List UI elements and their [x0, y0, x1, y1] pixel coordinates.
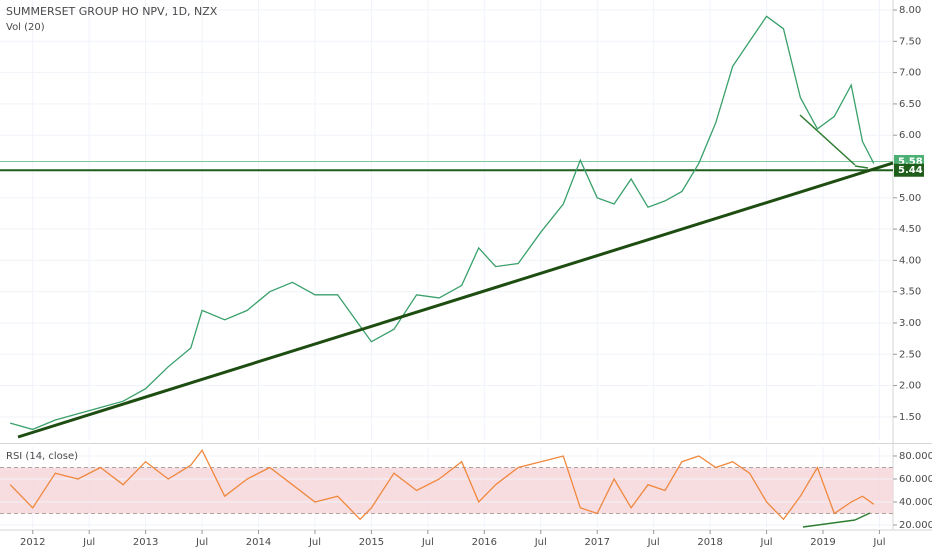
y-tick-label: 7.00	[899, 68, 921, 79]
y-tick-label: 6.00	[899, 130, 921, 141]
x-tick-label: 2018	[697, 537, 722, 548]
series-line	[9, 448, 875, 521]
price-tag-label: 5.44	[898, 165, 923, 176]
x-tick-label: Jul	[421, 537, 434, 548]
y-tick-label: 20.0000	[899, 520, 932, 531]
x-tick-label: Jul	[534, 537, 547, 548]
y-tick-label: 4.50	[899, 224, 921, 235]
rsi-divergence-line	[802, 519, 856, 528]
x-tick-label: Jul	[647, 537, 660, 548]
x-tick-label: 2013	[133, 537, 158, 548]
chart-title: SUMMERSET GROUP HO NPV, 1D, NZX	[6, 5, 218, 18]
y-tick-label: 60.0000	[899, 474, 932, 485]
x-tick-label: Jul	[308, 537, 321, 548]
y-tick-label: 1.50	[899, 412, 921, 423]
x-tick-label: 2012	[20, 537, 45, 548]
y-tick-label: 2.50	[899, 349, 921, 360]
rsi-divergence-line	[854, 512, 871, 521]
x-tick-label: 2019	[810, 537, 835, 548]
x-tick-label: 2017	[584, 537, 609, 548]
y-tick-label: 4.00	[899, 255, 921, 266]
x-tick-label: Jul	[872, 537, 885, 548]
y-tick-label: 3.00	[899, 318, 921, 329]
y-tick-label: 6.50	[899, 99, 921, 110]
series-line	[10, 15, 875, 431]
y-tick-label: 8.00	[899, 5, 921, 16]
x-tick-label: 2015	[359, 537, 384, 548]
divergence-line	[799, 114, 856, 166]
y-tick-label: 80.0000	[899, 451, 932, 462]
y-tick-label: 3.50	[899, 287, 921, 298]
rsi-band	[0, 467, 893, 514]
y-tick-label: 5.00	[899, 193, 921, 204]
y-tick-label: 40.0000	[899, 497, 932, 508]
x-tick-label: 2014	[246, 537, 271, 548]
price-tag-label: 5.58	[898, 156, 923, 167]
rsi-title: RSI (14, close)	[6, 451, 78, 462]
trend-line	[17, 161, 894, 439]
price-tag	[894, 163, 924, 177]
volume-label: Vol (20)	[6, 22, 45, 33]
divergence-line	[854, 165, 869, 169]
y-tick-label: 7.50	[899, 36, 921, 47]
x-tick-label: 2016	[472, 537, 497, 548]
x-tick-label: Jul	[82, 537, 95, 548]
x-tick-label: Jul	[195, 537, 208, 548]
y-tick-label: 2.00	[899, 381, 921, 392]
x-tick-label: Jul	[760, 537, 773, 548]
